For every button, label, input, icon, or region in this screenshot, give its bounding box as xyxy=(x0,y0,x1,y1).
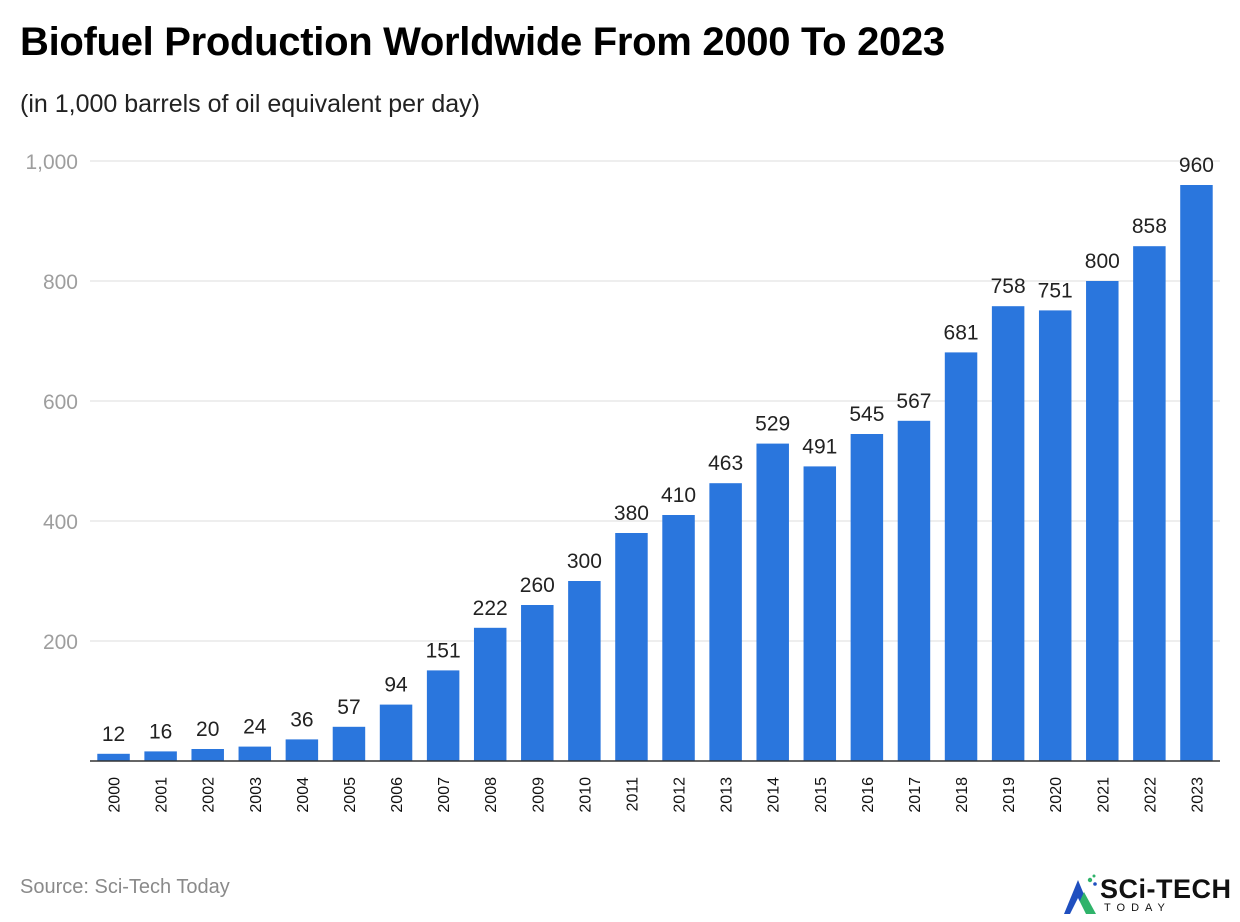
data-label: 94 xyxy=(384,674,408,697)
x-tick-label: 2012 xyxy=(672,777,689,813)
bar xyxy=(850,434,884,761)
x-tick-label: 2011 xyxy=(624,777,641,812)
data-label: 529 xyxy=(755,413,790,436)
chart-subtitle: (in 1,000 barrels of oil equivalent per … xyxy=(20,90,480,118)
data-label: 800 xyxy=(1085,250,1120,273)
data-label: 960 xyxy=(1179,154,1214,177)
x-tick-label: 2023 xyxy=(1189,777,1206,813)
data-label: 20 xyxy=(196,718,219,741)
x-tick-label: 2014 xyxy=(766,777,783,813)
bar xyxy=(991,306,1025,761)
data-label: 751 xyxy=(1038,279,1073,302)
x-tick-label: 2019 xyxy=(1001,777,1018,813)
bar xyxy=(521,605,554,761)
bar xyxy=(568,581,601,761)
bar xyxy=(1180,185,1213,761)
bar xyxy=(897,420,931,761)
chart-title: Biofuel Production Worldwide From 2000 T… xyxy=(20,20,945,64)
data-label: 463 xyxy=(708,452,743,475)
data-label: 567 xyxy=(896,390,931,413)
logo-mark-icon xyxy=(1064,874,1097,914)
bar xyxy=(473,627,507,761)
logo-tagline: TODAY xyxy=(1104,902,1171,914)
x-tick-label: 2004 xyxy=(295,777,312,813)
x-tick-label: 2003 xyxy=(248,777,265,813)
bar xyxy=(1038,310,1072,761)
bar xyxy=(238,746,272,761)
x-tick-label: 2016 xyxy=(860,777,877,813)
bar xyxy=(426,670,460,761)
bar xyxy=(285,739,319,761)
x-tick-label: 2007 xyxy=(436,777,453,813)
data-label: 260 xyxy=(520,574,555,597)
data-label: 36 xyxy=(290,708,313,731)
x-tick-label: 2006 xyxy=(389,777,406,813)
x-tick-label: 2018 xyxy=(954,777,971,813)
x-tick-label: 2013 xyxy=(719,777,736,813)
x-tick-label: 2002 xyxy=(201,777,218,813)
data-label: 858 xyxy=(1132,215,1167,238)
data-label: 681 xyxy=(944,321,979,344)
data-label: 222 xyxy=(473,597,508,620)
x-tick-label: 2000 xyxy=(107,777,124,813)
bar xyxy=(1086,281,1119,761)
source-note: Source: Sci-Tech Today xyxy=(20,876,230,898)
bar xyxy=(379,704,413,761)
x-tick-label: 2022 xyxy=(1142,777,1159,813)
bar xyxy=(332,726,366,761)
y-tick-label: 400 xyxy=(43,511,78,534)
y-tick-label: 800 xyxy=(43,271,78,294)
y-tick-label: 200 xyxy=(43,631,78,654)
bar-chart: 200 400 600 800 1,000 12 2000 16 2001 20 2002 24 200… xyxy=(25,151,1220,813)
x-tick-label: 2001 xyxy=(154,777,171,813)
data-label: 491 xyxy=(802,435,837,458)
x-tick-label: 2009 xyxy=(530,777,547,813)
bar xyxy=(803,466,837,761)
data-label: 12 xyxy=(102,723,125,746)
bar xyxy=(97,753,130,761)
data-label: 57 xyxy=(337,696,360,719)
y-tick-label: 1,000 xyxy=(25,151,78,174)
data-label: 300 xyxy=(567,550,602,573)
x-tick-label: 2017 xyxy=(907,777,924,813)
bar xyxy=(615,533,648,761)
bar xyxy=(1133,246,1166,761)
bar xyxy=(756,443,789,761)
data-label: 758 xyxy=(991,275,1026,298)
data-label: 24 xyxy=(243,716,267,739)
data-label: 410 xyxy=(661,484,696,507)
y-tick-label: 600 xyxy=(43,391,78,414)
logo-name: SCi-TECH xyxy=(1100,874,1232,904)
bar xyxy=(709,483,742,761)
x-tick-label: 2021 xyxy=(1095,777,1112,813)
sci-tech-today-logo: SCi-TECH TODAY xyxy=(1060,872,1236,918)
bar xyxy=(144,751,177,761)
data-label: 151 xyxy=(426,639,461,662)
bar xyxy=(662,515,695,761)
x-tick-label: 2010 xyxy=(577,777,594,813)
data-label: 380 xyxy=(614,502,649,525)
x-tick-label: 2020 xyxy=(1048,777,1065,813)
bar xyxy=(191,749,224,761)
bar xyxy=(944,352,978,761)
x-tick-label: 2015 xyxy=(813,777,830,813)
x-tick-label: 2005 xyxy=(342,777,359,813)
x-tick-label: 2008 xyxy=(483,777,500,813)
data-label: 16 xyxy=(149,720,172,743)
data-label: 545 xyxy=(849,403,884,426)
